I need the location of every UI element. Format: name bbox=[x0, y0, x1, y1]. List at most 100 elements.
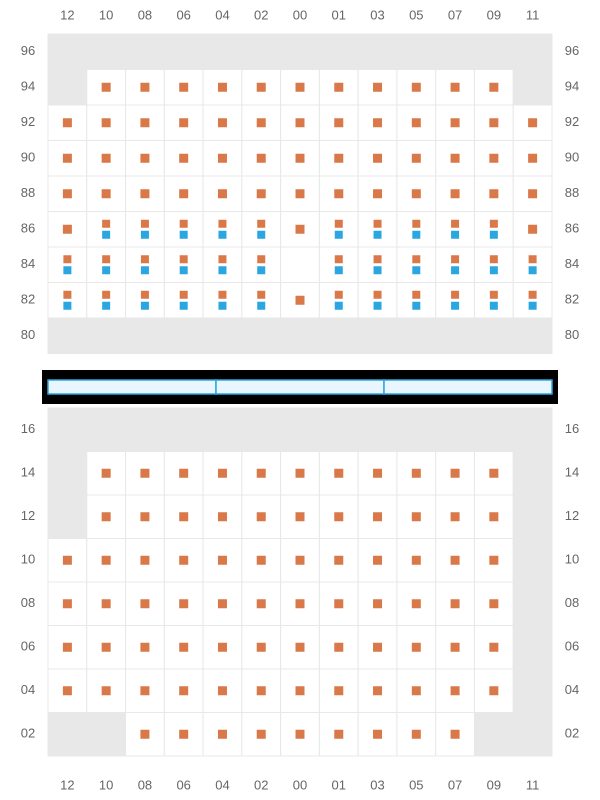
seat-cell[interactable] bbox=[203, 582, 242, 626]
seat-cell[interactable] bbox=[48, 669, 87, 713]
seat-cell[interactable] bbox=[87, 141, 126, 177]
seat-cell[interactable] bbox=[358, 283, 397, 319]
seat-cell[interactable] bbox=[281, 669, 320, 713]
seat-cell[interactable] bbox=[474, 70, 513, 106]
seat-cell[interactable] bbox=[319, 452, 358, 496]
seat-cell[interactable] bbox=[126, 247, 165, 283]
seat-cell[interactable] bbox=[436, 283, 475, 319]
seat-cell[interactable] bbox=[397, 176, 436, 212]
seat-cell[interactable] bbox=[436, 626, 475, 670]
seat-cell[interactable] bbox=[87, 176, 126, 212]
seat-cell[interactable] bbox=[397, 582, 436, 626]
seat-cell[interactable] bbox=[397, 626, 436, 670]
seat-cell[interactable] bbox=[242, 713, 281, 757]
seat-cell[interactable] bbox=[281, 141, 320, 177]
seat-cell[interactable] bbox=[319, 669, 358, 713]
seat-cell[interactable] bbox=[513, 247, 552, 283]
seat-cell[interactable] bbox=[87, 669, 126, 713]
seat-cell[interactable] bbox=[474, 283, 513, 319]
seat-cell[interactable] bbox=[281, 582, 320, 626]
seat-cell[interactable] bbox=[164, 452, 203, 496]
seat-cell[interactable] bbox=[397, 713, 436, 757]
seat-cell[interactable] bbox=[397, 247, 436, 283]
seat-cell[interactable] bbox=[319, 141, 358, 177]
seat-cell[interactable] bbox=[164, 141, 203, 177]
seat-cell[interactable] bbox=[397, 212, 436, 248]
seat-cell[interactable] bbox=[319, 247, 358, 283]
seat-cell[interactable] bbox=[358, 669, 397, 713]
seat-cell[interactable] bbox=[48, 539, 87, 583]
seat-cell[interactable] bbox=[281, 70, 320, 106]
seat-cell[interactable] bbox=[203, 669, 242, 713]
seat-cell[interactable] bbox=[436, 176, 475, 212]
seat-cell[interactable] bbox=[397, 70, 436, 106]
seat-cell[interactable] bbox=[87, 70, 126, 106]
seat-cell[interactable] bbox=[474, 539, 513, 583]
seat-cell[interactable] bbox=[203, 212, 242, 248]
seat-cell[interactable] bbox=[358, 582, 397, 626]
seat-cell[interactable] bbox=[164, 247, 203, 283]
seat-cell[interactable] bbox=[242, 176, 281, 212]
seat-cell[interactable] bbox=[203, 141, 242, 177]
seat-cell[interactable] bbox=[358, 452, 397, 496]
seat-cell[interactable] bbox=[436, 105, 475, 141]
seat-cell[interactable] bbox=[474, 669, 513, 713]
seat-cell[interactable] bbox=[242, 452, 281, 496]
seat-cell[interactable] bbox=[242, 70, 281, 106]
seat-cell[interactable] bbox=[242, 626, 281, 670]
seat-cell[interactable] bbox=[436, 669, 475, 713]
seat-cell[interactable] bbox=[397, 669, 436, 713]
seat-cell[interactable] bbox=[397, 141, 436, 177]
seat-cell[interactable] bbox=[126, 176, 165, 212]
seat-cell[interactable] bbox=[87, 495, 126, 539]
seat-cell[interactable] bbox=[203, 176, 242, 212]
seat-cell[interactable] bbox=[242, 539, 281, 583]
seat-cell[interactable] bbox=[203, 70, 242, 106]
seat-cell[interactable] bbox=[242, 495, 281, 539]
seat-cell[interactable] bbox=[164, 176, 203, 212]
seat-cell[interactable] bbox=[203, 105, 242, 141]
seat-cell[interactable] bbox=[358, 141, 397, 177]
seat-cell[interactable] bbox=[474, 176, 513, 212]
seat-cell[interactable] bbox=[436, 212, 475, 248]
seat-cell[interactable] bbox=[164, 713, 203, 757]
seat-cell[interactable] bbox=[281, 452, 320, 496]
seat-cell[interactable] bbox=[474, 141, 513, 177]
seat-cell[interactable] bbox=[203, 713, 242, 757]
seat-cell[interactable] bbox=[397, 105, 436, 141]
seat-cell[interactable] bbox=[319, 105, 358, 141]
seat-cell[interactable] bbox=[87, 212, 126, 248]
seat-cell[interactable] bbox=[164, 105, 203, 141]
seat-cell[interactable] bbox=[203, 495, 242, 539]
seat-cell[interactable] bbox=[358, 495, 397, 539]
seat-cell[interactable] bbox=[203, 247, 242, 283]
seat-cell[interactable] bbox=[281, 176, 320, 212]
seat-cell[interactable] bbox=[126, 141, 165, 177]
seat-cell[interactable] bbox=[242, 582, 281, 626]
seat-cell[interactable] bbox=[436, 141, 475, 177]
seat-cell[interactable] bbox=[48, 212, 87, 248]
seat-cell[interactable] bbox=[281, 247, 320, 283]
seat-cell[interactable] bbox=[203, 283, 242, 319]
seat-cell[interactable] bbox=[126, 212, 165, 248]
seat-cell[interactable] bbox=[242, 247, 281, 283]
seat-cell[interactable] bbox=[358, 626, 397, 670]
seat-cell[interactable] bbox=[164, 669, 203, 713]
seat-cell[interactable] bbox=[87, 539, 126, 583]
seat-cell[interactable] bbox=[48, 141, 87, 177]
seat-cell[interactable] bbox=[358, 247, 397, 283]
seat-cell[interactable] bbox=[358, 176, 397, 212]
seat-cell[interactable] bbox=[474, 495, 513, 539]
seat-cell[interactable] bbox=[242, 105, 281, 141]
seat-cell[interactable] bbox=[48, 626, 87, 670]
seat-cell[interactable] bbox=[87, 247, 126, 283]
seat-cell[interactable] bbox=[126, 669, 165, 713]
seat-cell[interactable] bbox=[242, 212, 281, 248]
seat-cell[interactable] bbox=[164, 539, 203, 583]
seat-cell[interactable] bbox=[513, 141, 552, 177]
seat-cell[interactable] bbox=[358, 713, 397, 757]
seat-cell[interactable] bbox=[164, 212, 203, 248]
seat-cell[interactable] bbox=[164, 582, 203, 626]
seat-cell[interactable] bbox=[126, 70, 165, 106]
seat-cell[interactable] bbox=[319, 713, 358, 757]
